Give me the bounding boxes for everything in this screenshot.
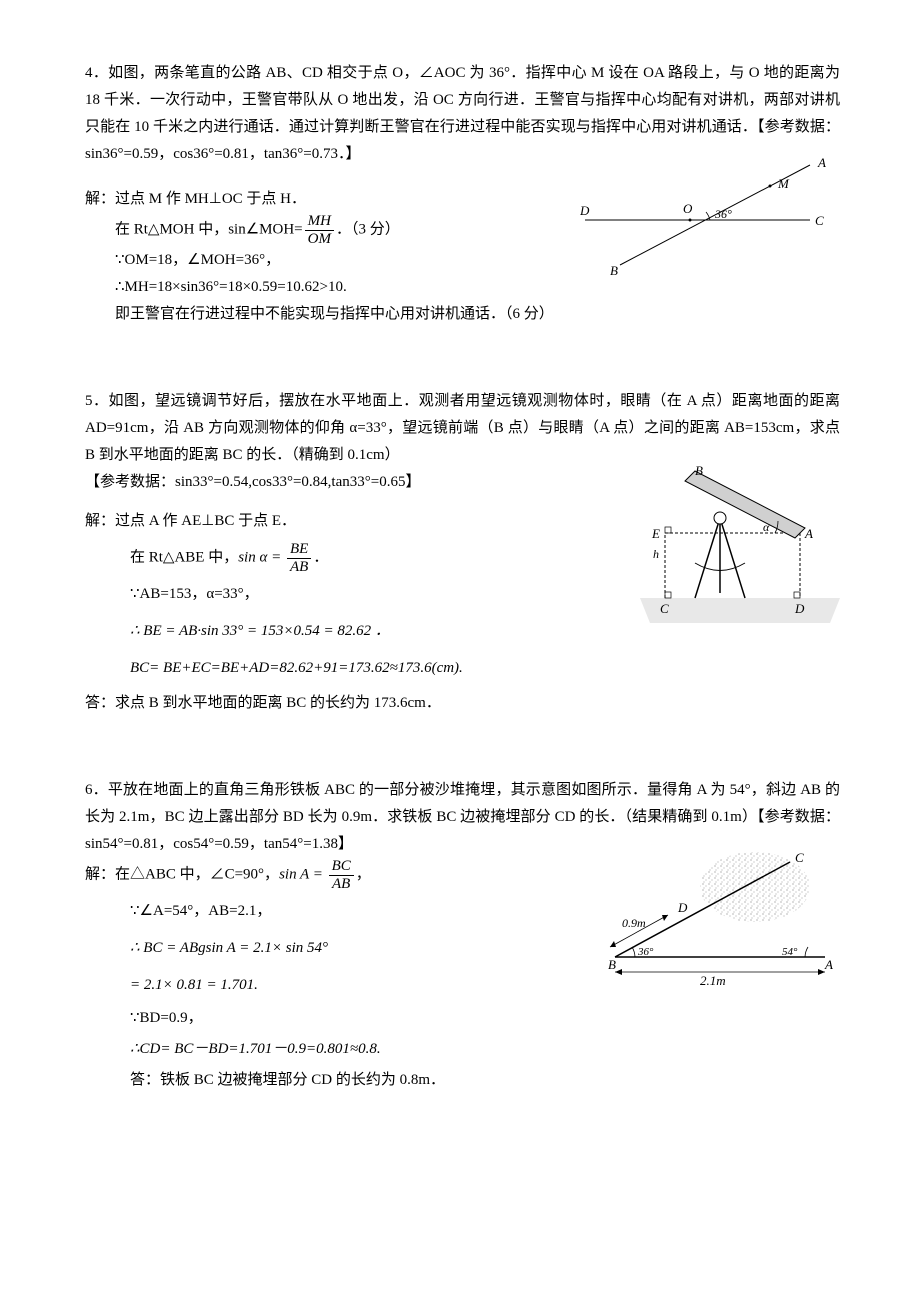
solution-line: ∴CD= BC－BD=1.701－0.9=0.801≈0.8. (85, 1036, 840, 1063)
problem-5: 5．如图，望远镜调节好后，摆放在水平地面上．观测者用望远镜观测物体时，眼睛（在 … (85, 388, 840, 717)
svg-text:A: A (804, 526, 813, 541)
svg-text:B: B (610, 263, 618, 278)
svg-text:C: C (815, 213, 824, 228)
question-text: 6．平放在地面上的直角三角形铁板 ABC 的一部分被沙堆掩埋，其示意图如图所示．… (85, 777, 840, 858)
svg-text:54°: 54° (782, 946, 798, 958)
svg-text:B: B (695, 463, 703, 478)
svg-text:α: α (763, 520, 770, 534)
question-text: 5．如图，望远镜调节好后，摆放在水平地面上．观测者用望远镜观测物体时，眼睛（在 … (85, 388, 840, 469)
svg-text:h: h (653, 547, 659, 561)
svg-text:D: D (677, 900, 688, 915)
answer-line: 答：求点 B 到水平地面的距离 BC 的长约为 173.6cm． (85, 690, 840, 717)
solution-line: ∵BD=0.9， (85, 1005, 840, 1032)
solution-line: BC= BE+EC=BE+AD=82.62+91=173.62≈173.6(cm… (85, 655, 840, 682)
svg-text:O: O (683, 201, 693, 216)
svg-text:C: C (795, 850, 804, 865)
svg-text:D: D (580, 203, 590, 218)
question-text: 4．如图，两条笔直的公路 AB、CD 相交于点 O，∠AOC 为 36°．指挥中… (85, 60, 840, 168)
figure-5: B E A α h C D (640, 463, 840, 643)
svg-text:A: A (817, 155, 826, 170)
svg-text:D: D (794, 601, 805, 616)
problem-4: 4．如图，两条笔直的公路 AB、CD 相交于点 O，∠AOC 为 36°．指挥中… (85, 60, 840, 328)
svg-text:B: B (608, 957, 616, 972)
svg-text:E: E (651, 526, 660, 541)
answer-line: 答：铁板 BC 边被掩埋部分 CD 的长约为 0.8m． (85, 1067, 840, 1094)
problem-6: 6．平放在地面上的直角三角形铁板 ABC 的一部分被沙堆掩埋，其示意图如图所示．… (85, 777, 840, 1094)
svg-text:0.9m: 0.9m (622, 916, 646, 930)
solution-line: 即王警官在行进过程中不能实现与指挥中心用对讲机通话．（6 分） (85, 301, 840, 328)
svg-text:M: M (777, 176, 790, 191)
svg-text:C: C (660, 601, 669, 616)
figure-4: A M O 36° D C B (580, 155, 840, 295)
svg-text:36°: 36° (714, 207, 732, 221)
figure-6: B A C D 36° 54° 0.9m 2.1m (600, 847, 840, 997)
svg-text:2.1m: 2.1m (700, 973, 726, 987)
svg-text:A: A (824, 957, 833, 972)
svg-text:36°: 36° (637, 946, 654, 958)
